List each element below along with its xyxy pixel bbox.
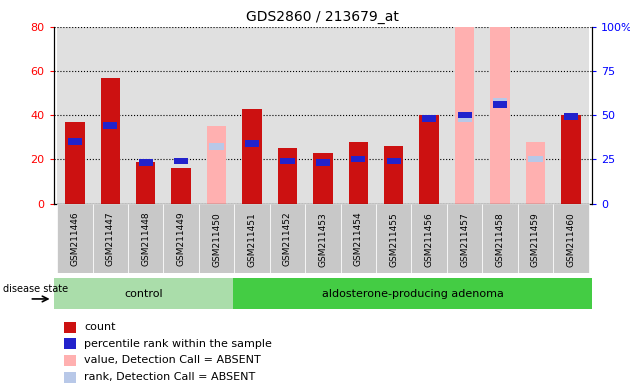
Bar [209, 144, 224, 150]
Bar [207, 126, 226, 204]
Bar [234, 27, 270, 204]
Bar [163, 27, 199, 204]
Bar [526, 142, 545, 204]
Bar [103, 122, 117, 129]
Bar [376, 204, 411, 273]
Bar [64, 372, 76, 382]
Text: GSM211458: GSM211458 [496, 212, 505, 266]
Bar [128, 204, 163, 273]
Bar [305, 27, 341, 204]
Text: GSM211460: GSM211460 [566, 212, 575, 266]
Bar [387, 157, 401, 164]
Bar [65, 122, 84, 204]
Bar [316, 159, 330, 166]
Bar [305, 204, 341, 273]
Bar [243, 109, 261, 204]
Bar [278, 148, 297, 204]
Title: GDS2860 / 213679_at: GDS2860 / 213679_at [246, 10, 399, 25]
Bar [457, 115, 472, 122]
Bar [341, 27, 376, 204]
Bar [529, 156, 542, 162]
Text: GSM211446: GSM211446 [71, 212, 79, 266]
Bar [67, 138, 82, 145]
Bar [352, 156, 365, 162]
Bar [564, 113, 578, 120]
Bar [163, 204, 199, 273]
Bar [57, 204, 93, 273]
Bar [171, 168, 191, 204]
Bar [136, 162, 156, 204]
Bar [270, 27, 305, 204]
Text: GSM211448: GSM211448 [141, 212, 150, 266]
Text: disease state: disease state [3, 283, 68, 294]
Bar [422, 115, 436, 122]
Text: GSM211451: GSM211451 [248, 212, 256, 266]
Text: percentile rank within the sample: percentile rank within the sample [84, 339, 272, 349]
Text: control: control [124, 289, 163, 299]
Text: GSM211450: GSM211450 [212, 212, 221, 266]
Bar [553, 27, 588, 204]
Bar [233, 278, 592, 310]
Bar [447, 27, 483, 204]
Bar [483, 204, 518, 273]
Text: value, Detection Call = ABSENT: value, Detection Call = ABSENT [84, 356, 261, 366]
Bar [64, 338, 76, 349]
Text: GSM211454: GSM211454 [354, 212, 363, 266]
Bar [280, 157, 295, 164]
Bar [518, 204, 553, 273]
Bar [101, 78, 120, 204]
Bar [139, 159, 153, 166]
Bar [384, 146, 403, 204]
Bar [199, 27, 234, 204]
Bar [348, 142, 368, 204]
Bar [493, 98, 507, 104]
Bar [270, 204, 305, 273]
Text: count: count [84, 322, 116, 332]
Text: GSM211459: GSM211459 [531, 212, 540, 266]
Bar [199, 204, 234, 273]
Bar [376, 27, 411, 204]
Bar [54, 278, 233, 310]
Text: GSM211456: GSM211456 [425, 212, 433, 266]
Bar [561, 115, 581, 204]
Bar [493, 101, 507, 108]
Bar [128, 27, 163, 204]
Text: GSM211449: GSM211449 [176, 212, 186, 266]
Bar [483, 27, 518, 204]
Bar [518, 27, 553, 204]
Bar [341, 204, 376, 273]
Bar [553, 204, 588, 273]
Bar [490, 0, 510, 204]
Text: rank, Detection Call = ABSENT: rank, Detection Call = ABSENT [84, 372, 256, 382]
Bar [234, 204, 270, 273]
Bar [455, 20, 474, 204]
Bar [57, 27, 93, 204]
Bar [420, 115, 439, 204]
Bar [64, 355, 76, 366]
Bar [93, 27, 128, 204]
Text: GSM211455: GSM211455 [389, 212, 398, 266]
Text: aldosterone-producing adenoma: aldosterone-producing adenoma [322, 289, 503, 299]
Bar [174, 157, 188, 164]
Bar [411, 27, 447, 204]
Bar [447, 204, 483, 273]
Bar [411, 204, 447, 273]
Text: GSM211457: GSM211457 [460, 212, 469, 266]
Bar [245, 140, 259, 147]
Bar [457, 112, 472, 118]
Text: GSM211447: GSM211447 [106, 212, 115, 266]
Text: GSM211453: GSM211453 [318, 212, 328, 266]
Bar [313, 153, 333, 204]
Bar [93, 204, 128, 273]
Bar [64, 322, 76, 333]
Text: GSM211452: GSM211452 [283, 212, 292, 266]
